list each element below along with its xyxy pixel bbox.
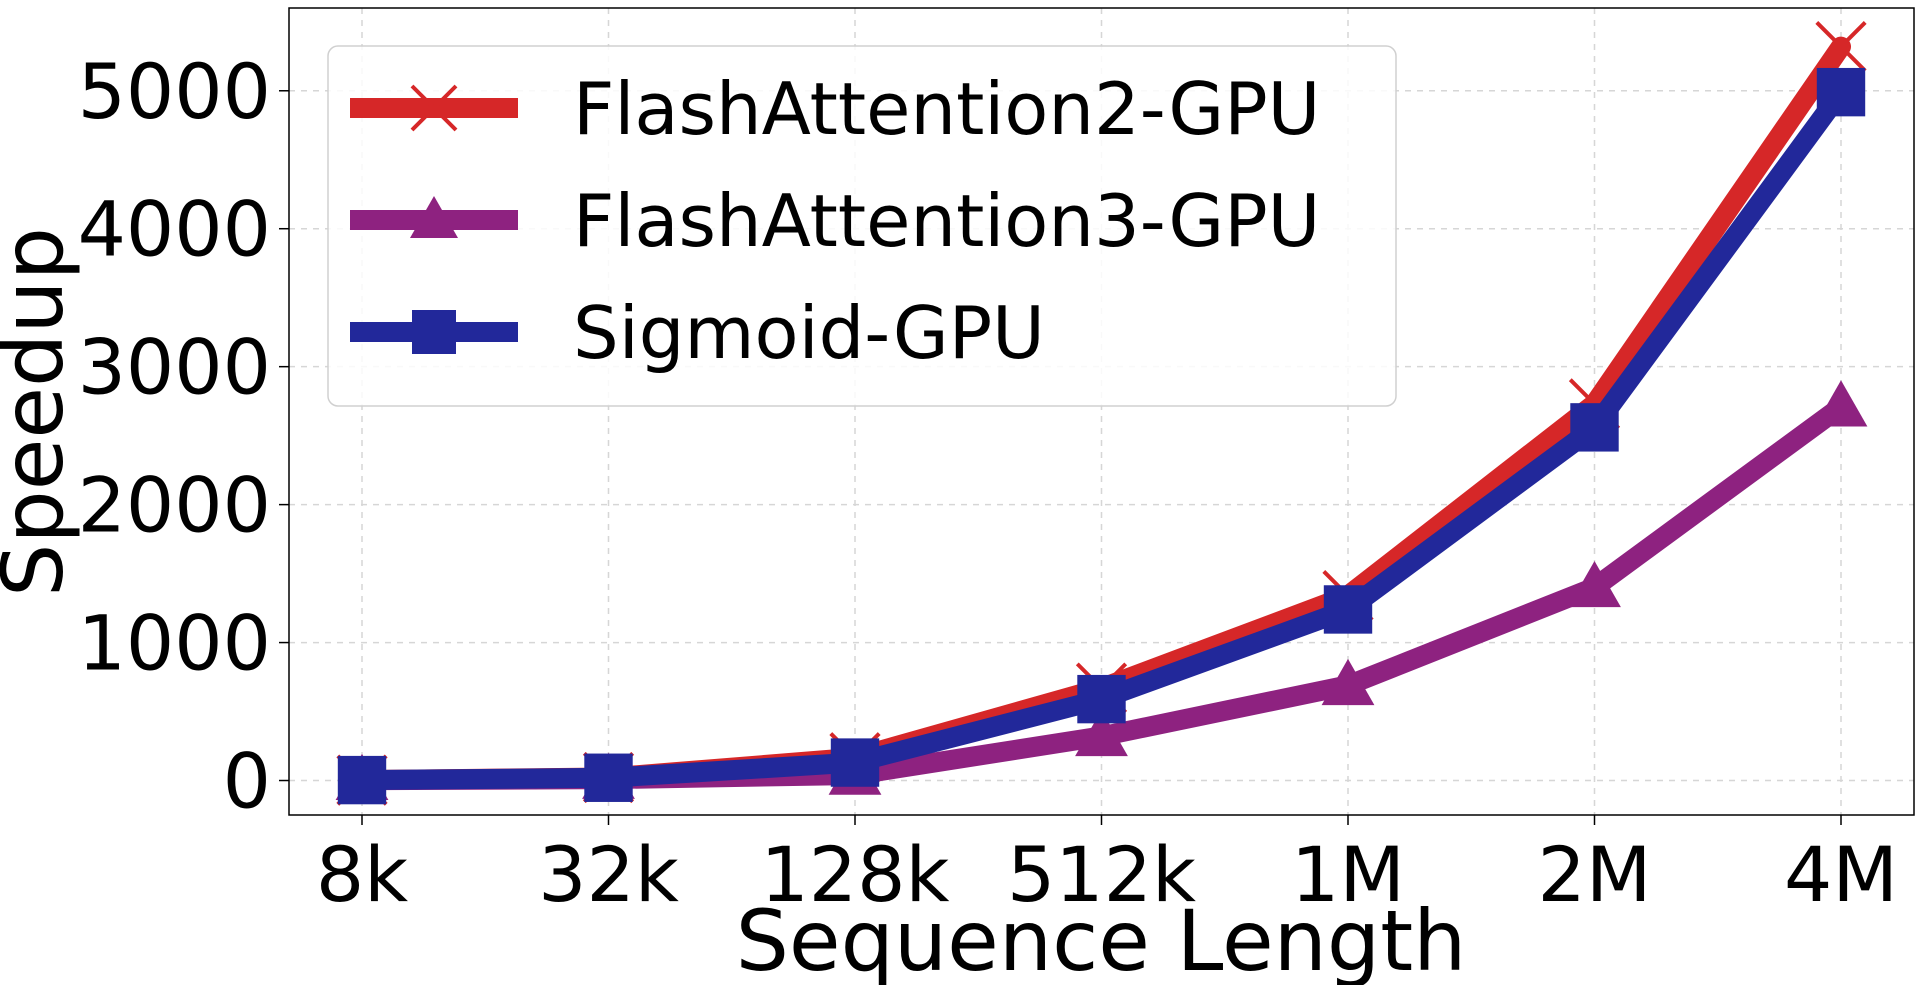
legend-label: FlashAttention3-GPU — [573, 179, 1320, 263]
y-axis-ticks: 0 1000 2000 3000 4000 5000 — [78, 47, 289, 826]
series-lines — [335, 21, 1868, 806]
y-tick-label: 5000 — [78, 47, 271, 136]
data-point-square-marker — [1323, 585, 1373, 634]
x-tick-label: 1M — [1291, 830, 1405, 919]
data-point-square-marker — [337, 755, 387, 805]
y-tick-label: 1000 — [78, 599, 271, 688]
y-tick-label: 3000 — [78, 323, 271, 412]
data-point-triangle-marker — [1321, 658, 1375, 706]
y-axis-title: Speedup — [0, 227, 82, 597]
data-point-square-marker — [584, 753, 633, 802]
data-point-triangle-marker — [1814, 380, 1868, 427]
data-point-square-marker — [1570, 403, 1619, 452]
data-point-square-marker — [830, 738, 880, 787]
x-tick-label: 4M — [1784, 830, 1898, 919]
data-point-square-marker — [1077, 674, 1126, 724]
data-point-x-marker — [410, 84, 458, 132]
legend-label: Sigmoid-GPU — [573, 291, 1045, 375]
x-tick-label: 2M — [1538, 830, 1652, 919]
legend-box — [327, 45, 1397, 407]
data-point-triangle-marker — [410, 196, 458, 238]
data-point-square-marker — [412, 310, 456, 354]
legend-label: FlashAttention2-GPU — [573, 67, 1320, 151]
y-tick-label: 2000 — [78, 461, 271, 550]
y-tick-label: 4000 — [78, 185, 271, 274]
data-point-x-marker — [1815, 21, 1867, 73]
x-tick-label: 8k — [316, 830, 408, 919]
data-point-triangle-marker — [1075, 709, 1128, 757]
y-tick-label: 0 — [223, 737, 271, 826]
x-tick-label: 32k — [538, 830, 679, 919]
x-axis-title: Sequence Length — [736, 892, 1467, 985]
x-axis-ticks: 8k 32k 128k 512k 1M 2M 4M — [316, 815, 1898, 919]
x-tick-label: 512k — [1007, 830, 1196, 919]
data-point-square-marker — [1816, 67, 1866, 117]
data-point-triangle-marker — [1568, 560, 1621, 608]
legend: FlashAttention2-GPU FlashAttention3-GPU Si… — [327, 45, 1397, 407]
x-tick-label: 128k — [760, 830, 949, 919]
